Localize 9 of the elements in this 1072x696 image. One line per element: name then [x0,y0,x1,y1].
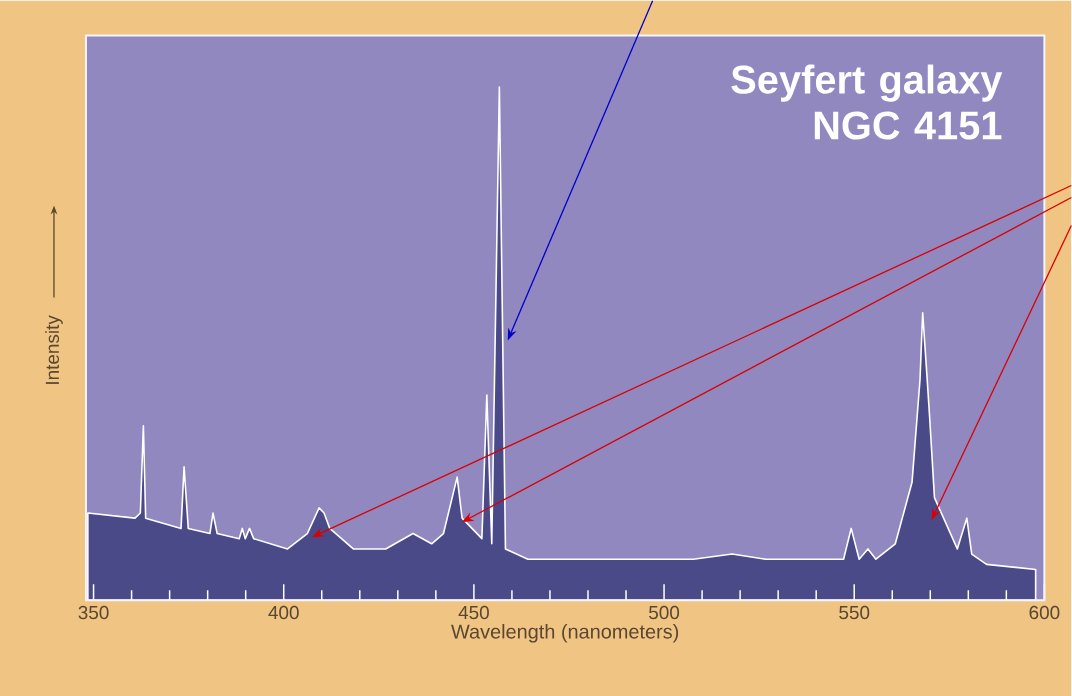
x-tick-label: 400 [268,605,299,620]
x-axis-title: Wavelength (nanometers) [451,623,679,643]
x-tick-label: 550 [839,605,870,620]
chart-title: Seyfert galaxy NGC 4151 [731,64,1003,140]
x-tick-label: 350 [78,605,109,620]
x-tick-label: 600 [1029,605,1060,620]
x-tick-label: 450 [458,605,489,620]
y-axis-title: Intensity [45,315,63,384]
x-tick-label: 500 [649,605,680,620]
